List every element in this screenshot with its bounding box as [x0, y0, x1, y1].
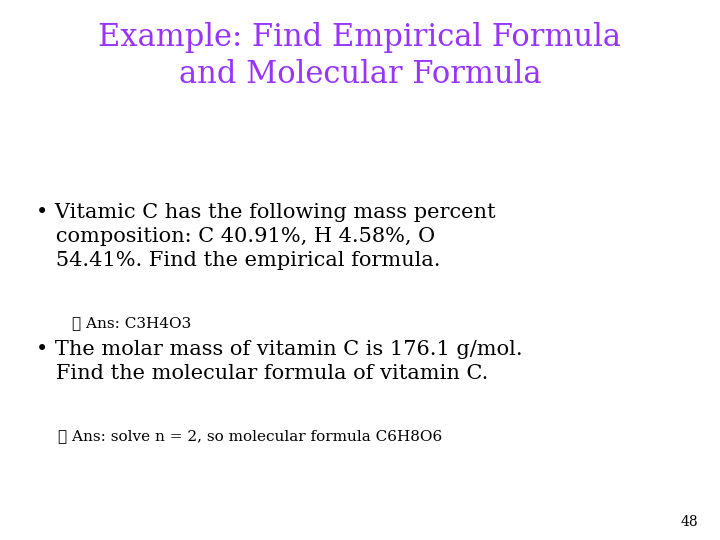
Text: 48: 48	[681, 515, 698, 529]
Text: • The molar mass of vitamin C is 176.1 g/mol.
   Find the molecular formula of v: • The molar mass of vitamin C is 176.1 g…	[36, 340, 523, 383]
Text: ✓ Ans: C3H4O3: ✓ Ans: C3H4O3	[72, 316, 192, 330]
Text: ✓ Ans: solve n = 2, so molecular formula C6H8O6: ✓ Ans: solve n = 2, so molecular formula…	[58, 429, 442, 443]
Text: Example: Find Empirical Formula
and Molecular Formula: Example: Find Empirical Formula and Mole…	[99, 22, 621, 90]
Text: • Vitamic C has the following mass percent
   composition: C 40.91%, H 4.58%, O
: • Vitamic C has the following mass perce…	[36, 202, 495, 270]
